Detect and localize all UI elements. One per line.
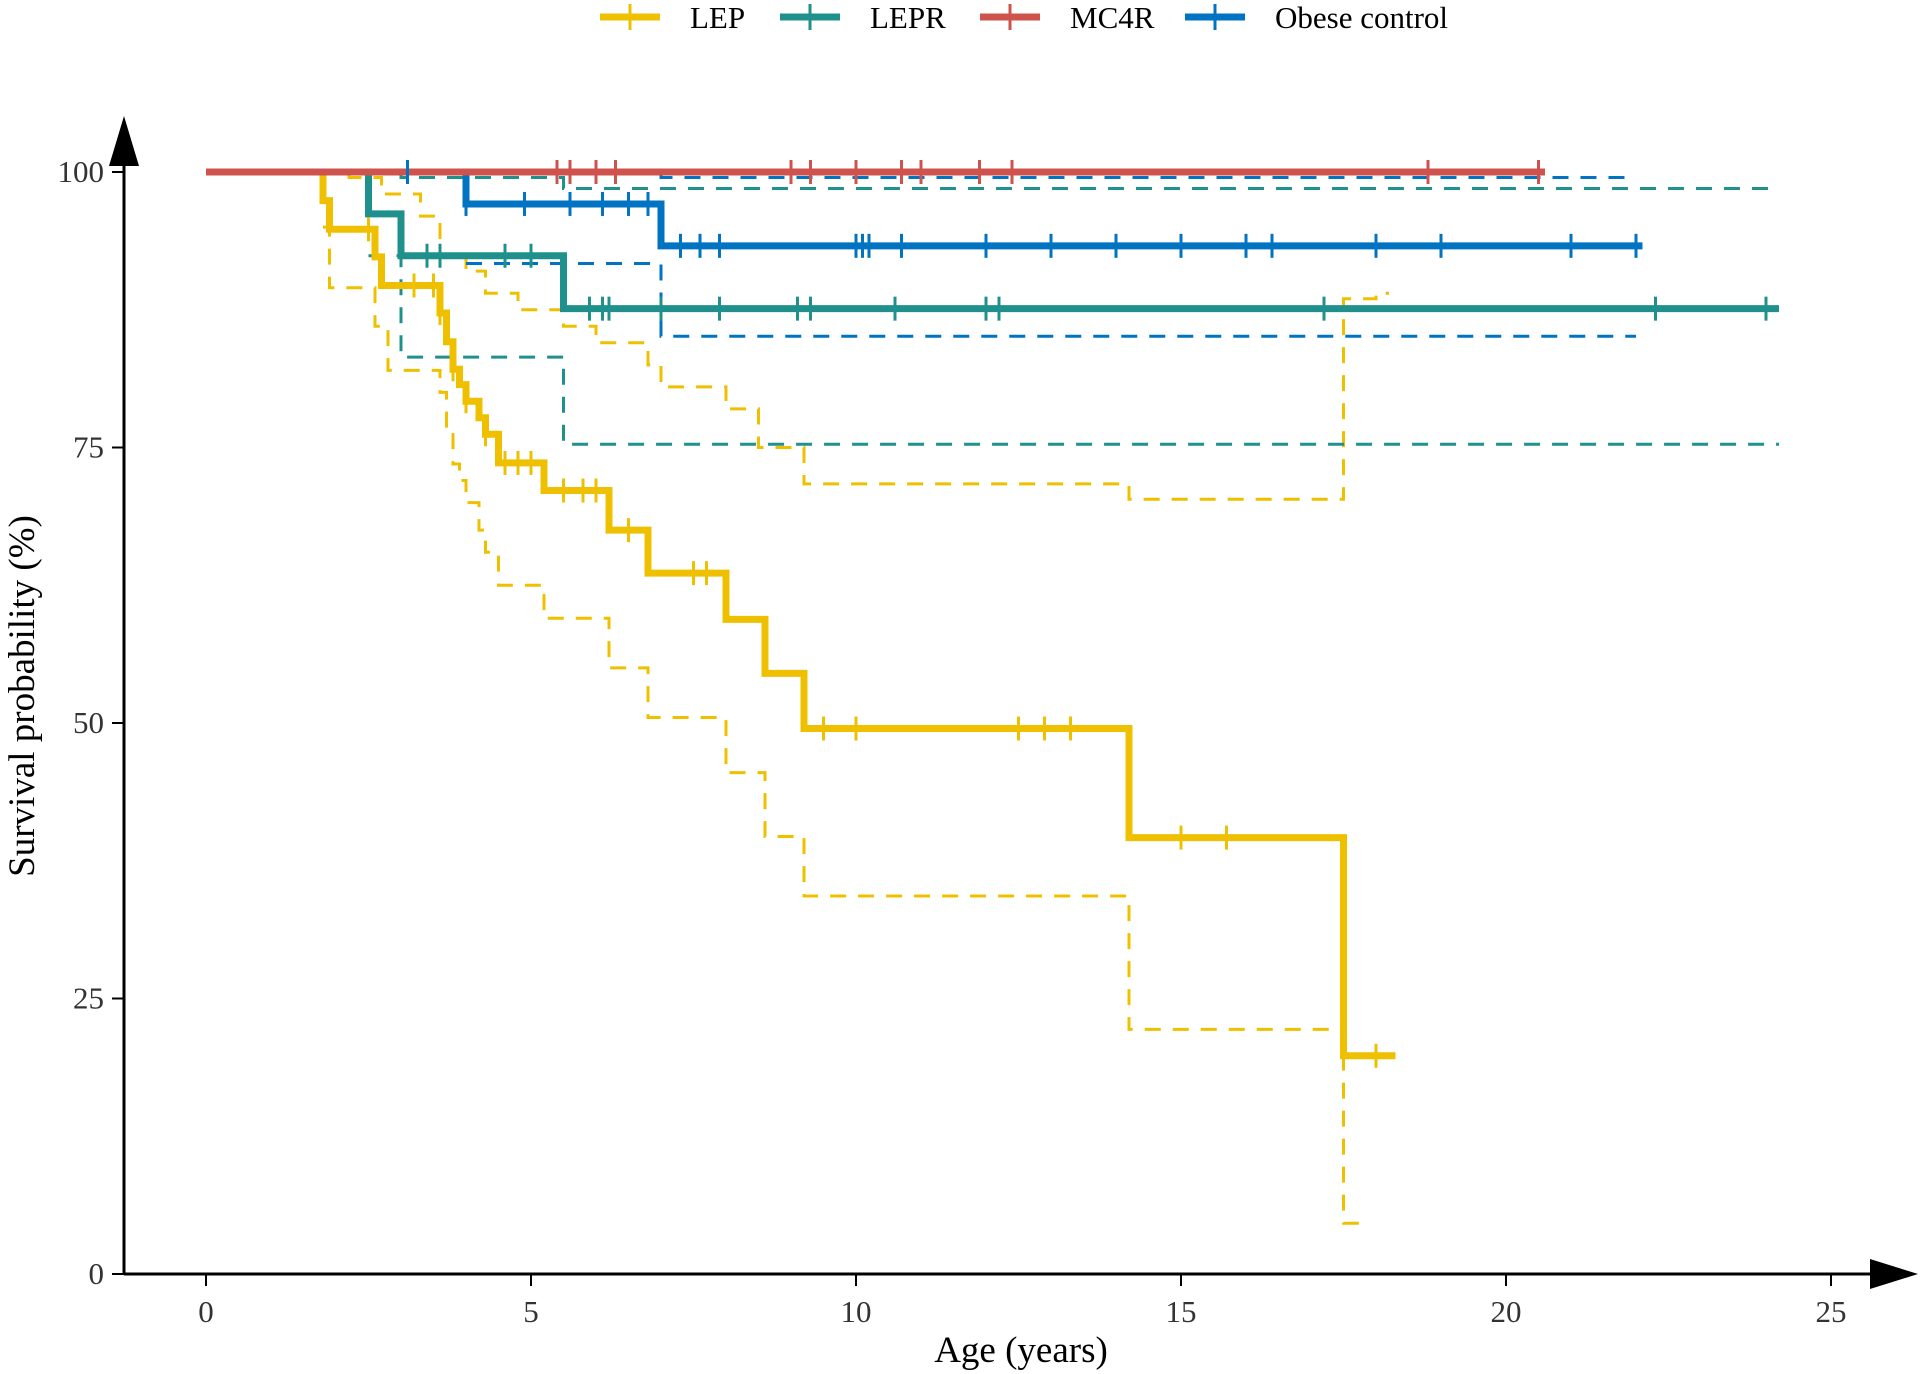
legend-label-lepr: LEPR [870, 0, 946, 35]
y-axis-label: Survival probability (%) [2, 515, 43, 877]
x-tick-label: 25 [1816, 1294, 1847, 1329]
x-axis-arrowhead [1870, 1259, 1918, 1289]
ci-lower-lepr [368, 254, 1779, 446]
y-tick-label: 0 [89, 1256, 105, 1291]
y-tick-label: 50 [73, 705, 104, 740]
legend: LEP LEPR MC4R Obese control [600, 0, 1448, 35]
censor-marks [367, 160, 1768, 1068]
legend-label-obese-control: Obese control [1275, 0, 1448, 35]
x-tick-label: 10 [841, 1294, 872, 1329]
axis-ticks: 0 5 10 15 20 25 0 25 50 75 100 [58, 154, 1847, 1329]
x-tick-label: 0 [198, 1294, 214, 1329]
ci-upper-lep [323, 170, 1389, 501]
ci-upper-lepr [368, 170, 1779, 191]
legend-label-lep: LEP [690, 0, 745, 35]
x-tick-label: 5 [523, 1294, 539, 1329]
legend-label-mc4r: MC4R [1070, 0, 1155, 35]
ci-lower-obese-control [466, 261, 1636, 338]
survival-curves [206, 168, 1779, 1060]
y-tick-label: 75 [73, 430, 104, 465]
ci-lower-lep [323, 225, 1370, 1225]
axes [109, 116, 1918, 1289]
y-tick-label: 100 [58, 154, 105, 189]
x-tick-label: 15 [1166, 1294, 1197, 1329]
y-axis-arrowhead [109, 116, 139, 166]
x-axis-label: Age (years) [934, 1330, 1108, 1371]
curve-lepr [206, 168, 1779, 313]
y-tick-label: 25 [73, 981, 104, 1016]
x-tick-label: 20 [1491, 1294, 1522, 1329]
confidence-bands [323, 170, 1779, 1225]
curve-lep [206, 168, 1396, 1060]
